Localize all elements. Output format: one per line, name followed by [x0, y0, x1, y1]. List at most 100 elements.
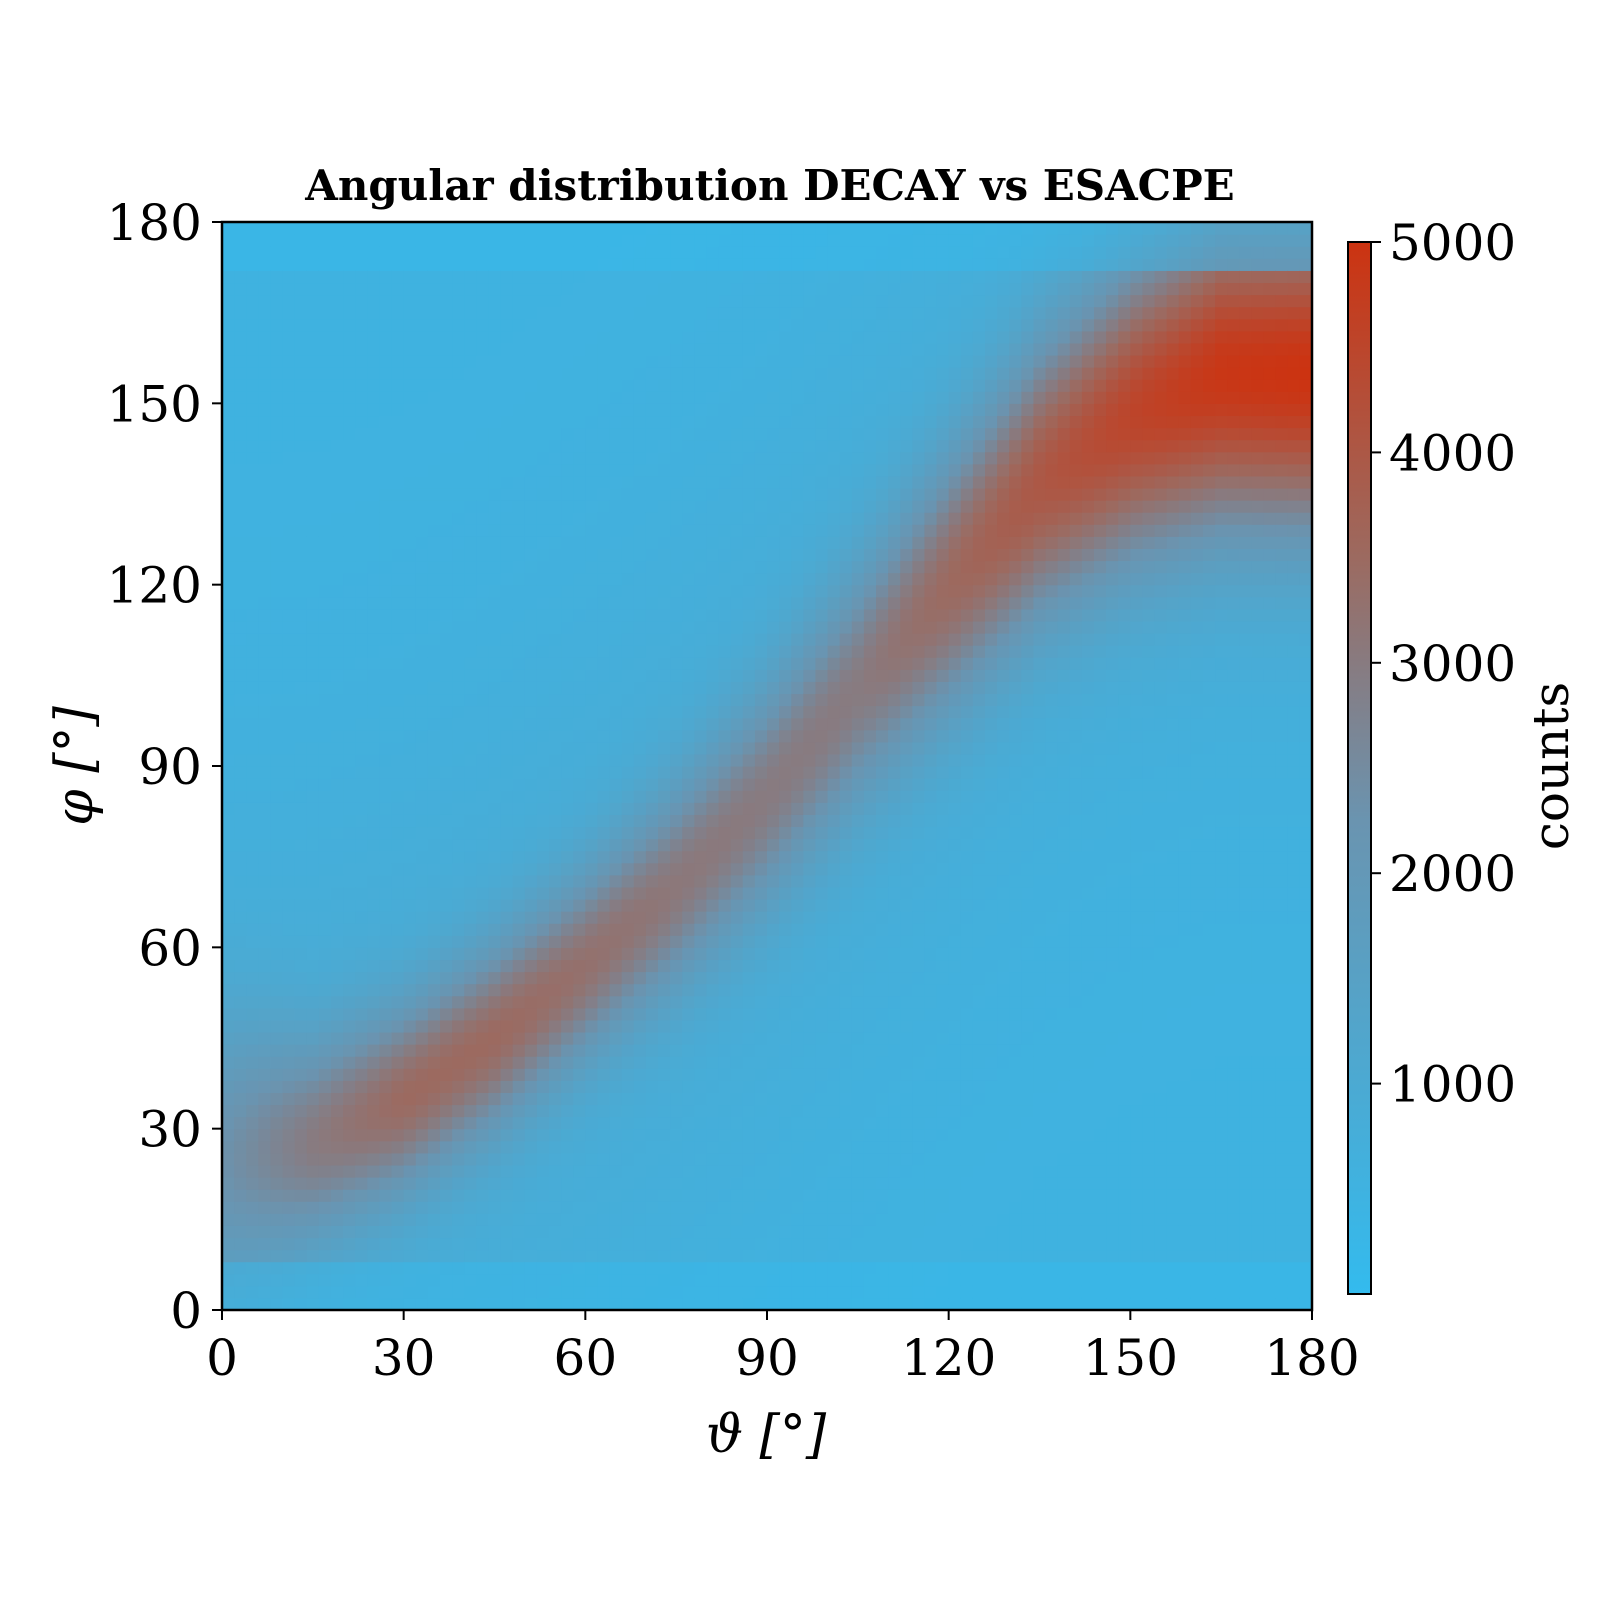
heatmap-cell — [803, 1092, 816, 1105]
heatmap-cell — [634, 718, 647, 731]
heatmap-cell — [634, 597, 647, 610]
heatmap-cell — [803, 742, 816, 755]
heatmap-cell — [767, 452, 780, 465]
heatmap-cell — [452, 1117, 465, 1130]
heatmap-cell — [307, 935, 320, 948]
heatmap-cell — [852, 1020, 865, 1033]
heatmap-cell — [343, 814, 356, 827]
heatmap-cell — [501, 1129, 514, 1142]
heatmap-cell — [537, 343, 550, 356]
heatmap-cell — [803, 1274, 816, 1287]
heatmap-cell — [803, 839, 816, 852]
heatmap-cell — [561, 657, 574, 670]
heatmap-cell — [791, 875, 804, 888]
heatmap-cell — [416, 645, 429, 658]
heatmap-cell — [428, 718, 441, 731]
heatmap-cell — [719, 1286, 732, 1299]
heatmap-cell — [416, 367, 429, 380]
heatmap-cell — [610, 428, 623, 441]
heatmap-cell — [888, 1104, 901, 1117]
heatmap-cell — [622, 1286, 635, 1299]
heatmap-cell — [646, 1153, 659, 1166]
heatmap-cell — [537, 706, 550, 719]
heatmap-cell — [622, 1044, 635, 1057]
heatmap-cell — [561, 802, 574, 815]
heatmap-cell — [803, 1117, 816, 1130]
heatmap-cell — [234, 669, 247, 682]
heatmap-cell — [464, 476, 477, 489]
heatmap-cell — [791, 899, 804, 912]
heatmap-cell — [694, 307, 707, 320]
heatmap-cell — [295, 742, 308, 755]
heatmap-cell — [222, 1044, 235, 1057]
heatmap-cell — [731, 573, 744, 586]
heatmap-cell — [706, 488, 719, 501]
heatmap-cell — [743, 524, 756, 537]
heatmap-cell — [610, 645, 623, 658]
heatmap-cell — [295, 1165, 308, 1178]
heatmap-cell — [779, 282, 792, 295]
heatmap-cell — [283, 754, 296, 767]
heatmap-cell — [319, 899, 332, 912]
heatmap-cell — [258, 331, 271, 344]
heatmap-cell — [404, 560, 417, 573]
heatmap-cell — [573, 343, 586, 356]
heatmap-cell — [513, 1237, 526, 1250]
heatmap-cell — [379, 560, 392, 573]
heatmap-cell — [537, 1225, 550, 1238]
heatmap-cell — [440, 1165, 453, 1178]
heatmap-cell — [658, 1225, 671, 1238]
heatmap-cell — [307, 391, 320, 404]
heatmap-cell — [258, 1129, 271, 1142]
heatmap-cell — [234, 742, 247, 755]
heatmap-cell — [864, 863, 877, 876]
heatmap-cell — [597, 645, 610, 658]
heatmap-cell — [452, 742, 465, 755]
heatmap-cell — [791, 839, 804, 852]
heatmap-cell — [682, 1286, 695, 1299]
heatmap-cell — [501, 1032, 514, 1045]
heatmap-cell — [694, 488, 707, 501]
heatmap-cell — [283, 681, 296, 694]
heatmap-cell — [646, 476, 659, 489]
heatmap-cell — [488, 1250, 501, 1263]
heatmap-cell — [876, 839, 889, 852]
heatmap-cell — [319, 524, 332, 537]
heatmap-cell — [476, 1153, 489, 1166]
heatmap-cell — [706, 669, 719, 682]
heatmap-cell — [222, 645, 235, 658]
heatmap-cell — [682, 452, 695, 465]
heatmap-cell — [379, 464, 392, 477]
heatmap-cell — [343, 935, 356, 948]
heatmap-cell — [283, 1020, 296, 1033]
heatmap-cell — [719, 536, 732, 549]
heatmap-cell — [343, 512, 356, 525]
heatmap-cell — [501, 1213, 514, 1226]
heatmap-cell — [864, 718, 877, 731]
heatmap-cell — [815, 984, 828, 997]
heatmap-cell — [767, 536, 780, 549]
heatmap-cell — [488, 1286, 501, 1299]
heatmap-cell — [828, 669, 841, 682]
heatmap-cell — [852, 766, 865, 779]
heatmap-cell — [270, 1032, 283, 1045]
heatmap-cell — [319, 379, 332, 392]
heatmap-cell — [258, 996, 271, 1009]
heatmap-cell — [731, 1262, 744, 1275]
heatmap-cell — [258, 621, 271, 634]
heatmap-cell — [307, 814, 320, 827]
heatmap-cell — [392, 1177, 405, 1190]
heatmap-cell — [501, 790, 514, 803]
heatmap-cell — [670, 742, 683, 755]
heatmap-cell — [888, 935, 901, 948]
heatmap-cell — [864, 391, 877, 404]
heatmap-cell — [258, 246, 271, 259]
heatmap-cell — [404, 403, 417, 416]
heatmap-cell — [815, 887, 828, 900]
heatmap-cell — [537, 258, 550, 271]
heatmap-cell — [755, 754, 768, 767]
heatmap-cell — [234, 1020, 247, 1033]
heatmap-cell — [549, 1262, 562, 1275]
heatmap-cell — [319, 597, 332, 610]
heatmap-cell — [501, 548, 514, 561]
